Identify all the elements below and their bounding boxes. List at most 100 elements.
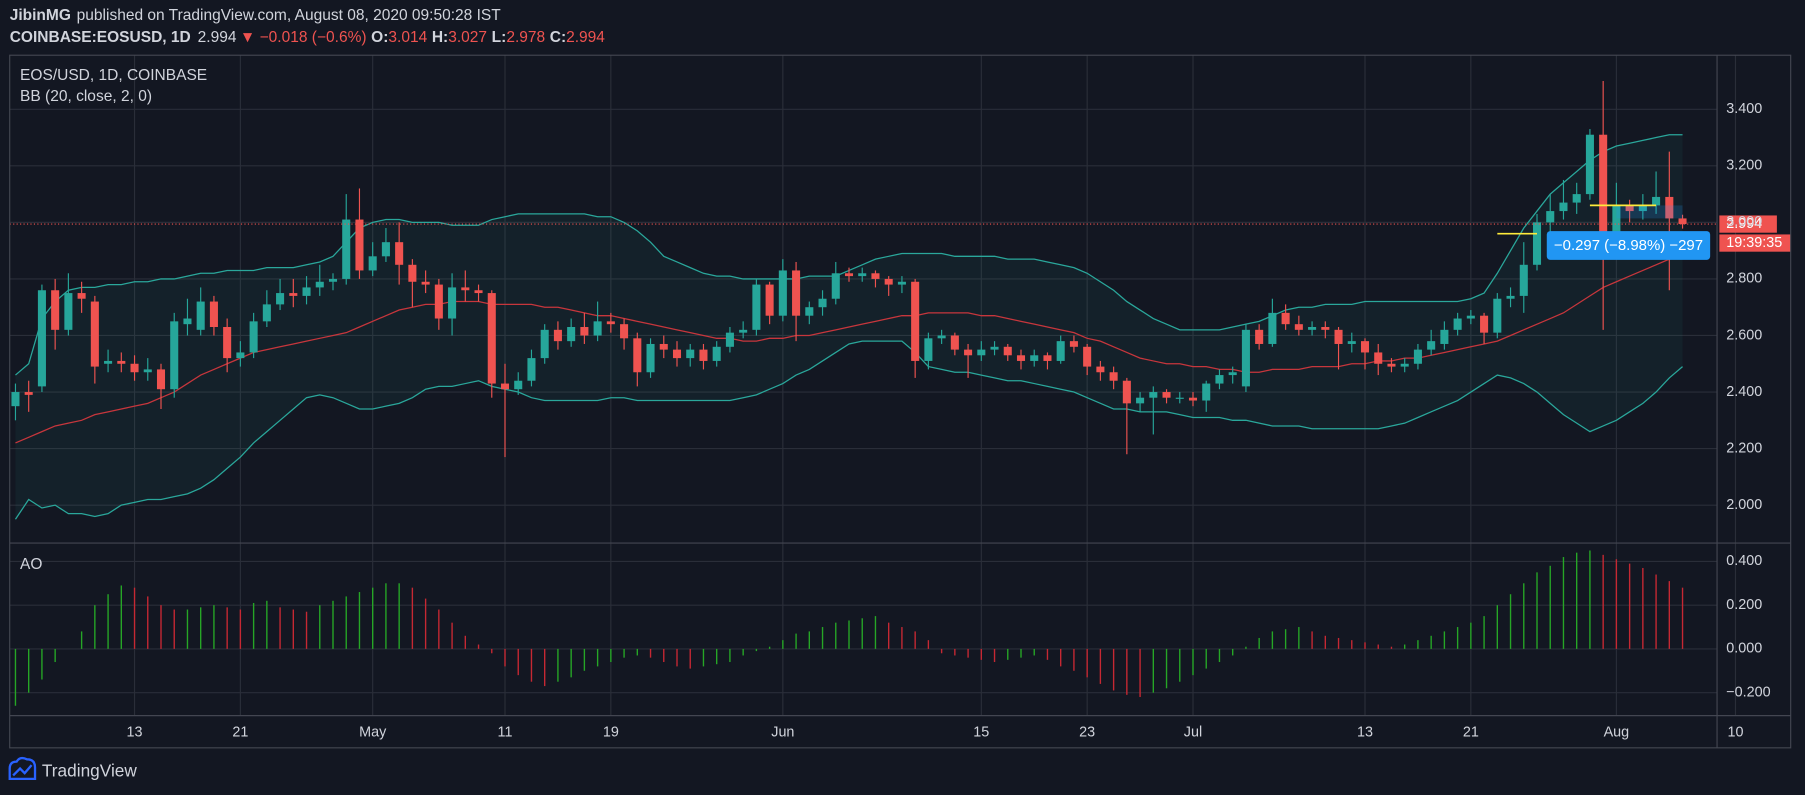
candle-body [1069, 341, 1078, 347]
candle-body [90, 301, 99, 367]
candle-body [977, 349, 986, 356]
candle-body [937, 335, 946, 339]
candle-body [1493, 298, 1502, 333]
candle-body [1122, 380, 1131, 404]
candle-body [1334, 329, 1343, 344]
candle-body [1506, 295, 1515, 299]
candle-body [1228, 372, 1237, 376]
candle-body [1546, 211, 1555, 223]
candle-body [897, 281, 906, 285]
y-tick-label: 3.000 [1726, 214, 1762, 230]
indicator-title: BB (20, close, 2, 0) [20, 88, 152, 105]
candle-body [1016, 355, 1026, 361]
x-tick-label: 11 [498, 725, 513, 741]
candle-body [553, 329, 562, 342]
candle-body [792, 270, 801, 316]
l-value: 2.978 [506, 29, 545, 46]
x-tick-label: 21 [232, 725, 248, 741]
candle-body [593, 321, 602, 336]
candle-body [1572, 194, 1581, 203]
x-tick-label: 13 [127, 725, 143, 741]
candles [11, 80, 1687, 458]
candle-body [77, 293, 86, 299]
overlay: 2.994 19:39:35 −0.297 (−8.98%) −297 [9, 204, 1791, 260]
y-tick-label: 3.200 [1726, 158, 1762, 174]
y-tick-label: 0.200 [1726, 597, 1762, 613]
candle-body [1188, 397, 1198, 401]
candle-body [1241, 329, 1250, 387]
candle-body [990, 346, 999, 350]
candle-body [752, 284, 761, 330]
y-tick-label: 2.400 [1726, 384, 1762, 400]
candle-body [620, 324, 629, 339]
published: published on TradingView.com, August 08,… [77, 7, 502, 24]
candle-body [1599, 134, 1608, 237]
countdown-bg [1719, 234, 1791, 252]
candle-body [1056, 341, 1065, 361]
h-label: H: [432, 29, 448, 46]
candle-body [1294, 324, 1303, 330]
candle-body [276, 293, 285, 305]
candle-body [315, 281, 324, 288]
frame [9, 54, 1792, 749]
candle-body [381, 242, 390, 257]
candle-body [1652, 196, 1661, 206]
candle-body [1665, 196, 1674, 219]
candle-body [1625, 205, 1634, 212]
candle-body [831, 273, 840, 299]
candle-body [302, 287, 311, 296]
candle-body [1466, 315, 1475, 319]
candle-body [964, 349, 973, 356]
chart-border [9, 54, 1792, 749]
x-tick-label: 13 [1357, 725, 1373, 741]
candle-body [500, 383, 510, 390]
logo-icon [8, 756, 37, 781]
candle-body [911, 281, 920, 361]
candle-body [1453, 318, 1462, 330]
footer-logo [8, 756, 37, 781]
grid [9, 55, 1737, 716]
candle-body [1559, 202, 1568, 212]
candle-body [434, 284, 443, 319]
candle-body [659, 343, 668, 350]
candle-body [871, 273, 880, 279]
o-label: O: [371, 29, 388, 46]
candle-body [368, 256, 377, 271]
candle-body [844, 273, 854, 277]
last: 2.994 [198, 29, 237, 46]
o-value: 3.014 [388, 29, 427, 46]
candle-body [540, 329, 549, 359]
candle-body [672, 349, 682, 359]
candle-body [567, 327, 576, 342]
candle-body [633, 338, 642, 373]
candle-body [421, 281, 430, 285]
ao-histogram [14, 550, 1684, 706]
x-tick-label: Jun [771, 725, 794, 741]
h-value: 3.027 [448, 29, 487, 46]
candle-body [289, 293, 298, 296]
candle-body [1427, 341, 1436, 350]
candle-body [236, 352, 245, 359]
candle-body [778, 270, 787, 316]
author: JibinMG [10, 7, 71, 24]
candle-body [461, 287, 470, 291]
candle-body [1003, 346, 1012, 356]
candle-body [739, 329, 748, 333]
candle-body [1083, 346, 1092, 367]
candle-body [1413, 349, 1422, 364]
candle-body [143, 369, 152, 373]
candle-body [11, 392, 20, 407]
candle-body [209, 301, 218, 328]
y-tick-label: 3.400 [1726, 101, 1762, 117]
publish-line: JibinMG published on TradingView.com, Aug… [10, 7, 502, 24]
x-tick-label: May [359, 725, 387, 741]
candle-body [818, 298, 827, 308]
candle-body [1532, 222, 1542, 265]
candle-body [1281, 312, 1290, 325]
x-tick-label: 15 [973, 725, 989, 741]
x-tick-label: 10 [1727, 725, 1743, 741]
candle-body [1149, 392, 1158, 398]
change: ▼ −0.018 (−0.6%) [240, 29, 367, 46]
candle-body [170, 321, 179, 390]
